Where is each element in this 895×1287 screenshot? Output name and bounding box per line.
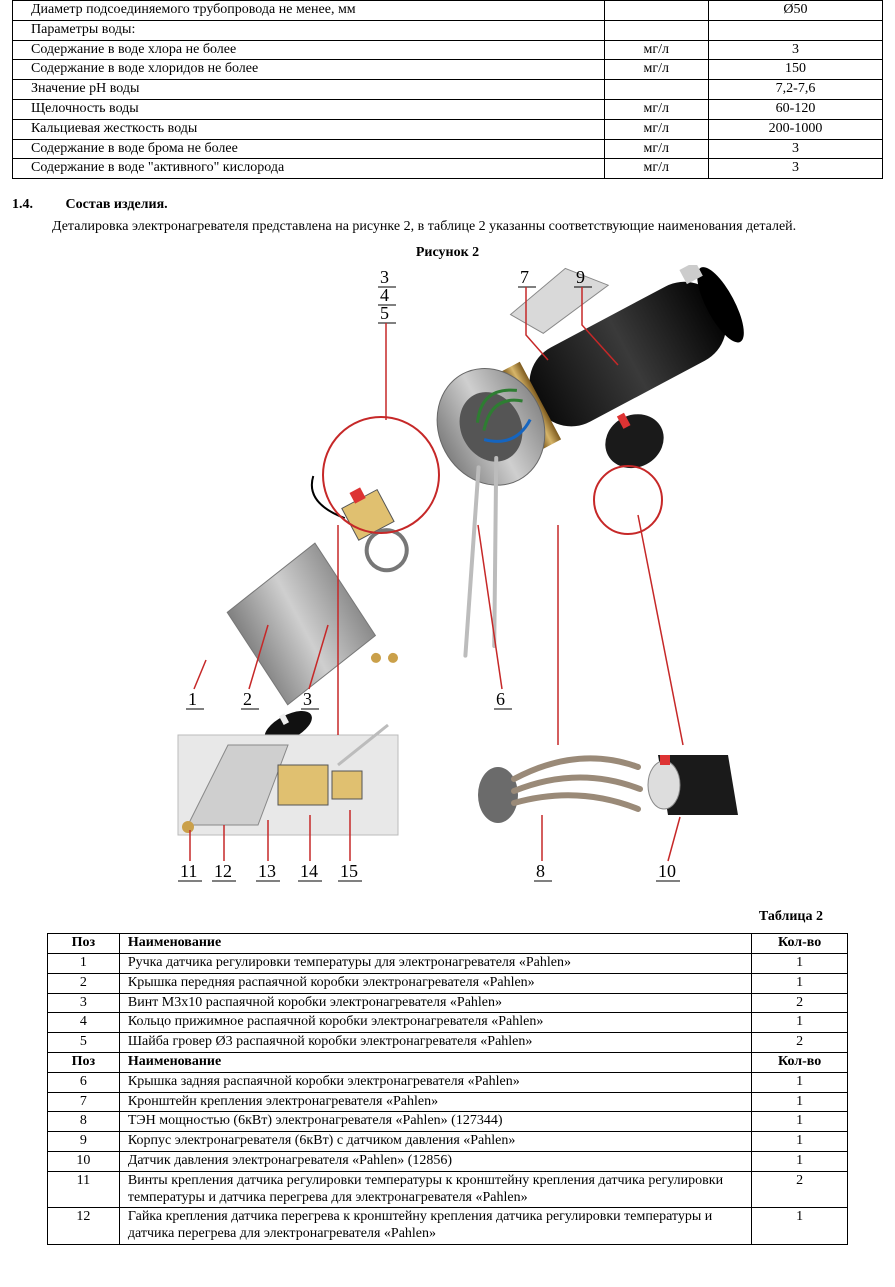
parameters-table-body: Диаметр подсоединяемого трубопровода не … bbox=[13, 1, 883, 179]
svg-text:4: 4 bbox=[380, 285, 389, 305]
table-row: Щелочность водымг/л60-120 bbox=[13, 99, 883, 119]
section-number: 1.4. bbox=[12, 197, 62, 213]
param-cell: Содержание в воде хлора не более bbox=[13, 40, 605, 60]
table-row: 9Корпус электронагревателя (6кВт) с датч… bbox=[47, 1132, 847, 1152]
table-row: Содержание в воде хлора не болеемг/л3 bbox=[13, 40, 883, 60]
table-row: 8ТЭН мощностью (6кВт) электронагревателя… bbox=[47, 1112, 847, 1132]
unit-cell: мг/л bbox=[604, 159, 708, 179]
parts-table-body-2: 6Крышка задняя распаячной коробки электр… bbox=[47, 1072, 847, 1244]
unit-cell: мг/л bbox=[604, 139, 708, 159]
header-qty: Кол-во bbox=[752, 934, 848, 954]
svg-text:2: 2 bbox=[243, 689, 252, 709]
table-row: Кальциевая жесткость водымг/л200-1000 bbox=[13, 119, 883, 139]
param-cell: Диаметр подсоединяемого трубопровода не … bbox=[13, 1, 605, 21]
figure-caption: Рисунок 2 bbox=[12, 245, 883, 261]
table-row: 2Крышка передняя распаячной коробки элек… bbox=[47, 973, 847, 993]
parts-table-body-1: 1Ручка датчика регулировки температуры д… bbox=[47, 953, 847, 1052]
header-name: Наименование bbox=[119, 934, 751, 954]
section-paragraph: Деталировка электронагревателя представл… bbox=[12, 219, 883, 235]
param-cell: Кальциевая жесткость воды bbox=[13, 119, 605, 139]
svg-text:9: 9 bbox=[576, 267, 585, 287]
svg-text:3: 3 bbox=[380, 267, 389, 287]
table-row: 3Винт М3х10 распаячной коробки электрона… bbox=[47, 993, 847, 1013]
parts-table-head: Поз Наименование Кол-во bbox=[47, 934, 847, 954]
svg-text:10: 10 bbox=[658, 861, 676, 881]
unit-cell: мг/л bbox=[604, 60, 708, 80]
param-cell: Содержание в воде брома не более bbox=[13, 139, 605, 159]
value-cell: 60-120 bbox=[708, 99, 882, 119]
param-cell: Параметры воды: bbox=[13, 20, 605, 40]
value-cell: 3 bbox=[708, 139, 882, 159]
svg-text:5: 5 bbox=[380, 303, 389, 323]
param-cell: Щелочность воды bbox=[13, 99, 605, 119]
value-cell: 3 bbox=[708, 40, 882, 60]
table-header-row: Поз Наименование Кол-во bbox=[47, 934, 847, 954]
value-cell: 200-1000 bbox=[708, 119, 882, 139]
header-pos: Поз bbox=[47, 934, 119, 954]
table-row: Содержание в воде хлоридов не болеемг/л1… bbox=[13, 60, 883, 80]
table-row: Содержание в воде брома не болеемг/л3 bbox=[13, 139, 883, 159]
svg-text:3: 3 bbox=[303, 689, 312, 709]
table-row: 10Датчик давления электронагревателя «Pa… bbox=[47, 1151, 847, 1171]
value-cell bbox=[708, 20, 882, 40]
table-header-row: Поз Наименование Кол-во bbox=[47, 1052, 847, 1072]
parts-table-head-repeat: Поз Наименование Кол-во bbox=[47, 1052, 847, 1072]
table-row: 5Шайба гровер Ø3 распаячной коробки элек… bbox=[47, 1033, 847, 1053]
section-heading: 1.4. Состав изделия. bbox=[12, 197, 883, 213]
table-row: Диаметр подсоединяемого трубопровода не … bbox=[13, 1, 883, 21]
table-row: 12Гайка крепления датчика перегрева к кр… bbox=[47, 1208, 847, 1245]
param-cell: Содержание в воде "активного" кислорода bbox=[13, 159, 605, 179]
table-row: 11Винты крепления датчика регулировки те… bbox=[47, 1171, 847, 1208]
svg-text:1: 1 bbox=[188, 689, 197, 709]
param-cell: Содержание в воде хлоридов не более bbox=[13, 60, 605, 80]
unit-cell bbox=[604, 20, 708, 40]
svg-text:12: 12 bbox=[214, 861, 232, 881]
table-row: Содержание в воде "активного" кислородам… bbox=[13, 159, 883, 179]
table-row: 6Крышка задняя распаячной коробки электр… bbox=[47, 1072, 847, 1092]
parameters-table: Диаметр подсоединяемого трубопровода не … bbox=[12, 0, 883, 179]
header-name: Наименование bbox=[119, 1052, 751, 1072]
unit-cell bbox=[604, 1, 708, 21]
header-pos: Поз bbox=[47, 1052, 119, 1072]
unit-cell: мг/л bbox=[604, 40, 708, 60]
table-row: 1Ручка датчика регулировки температуры д… bbox=[47, 953, 847, 973]
table-row: Параметры воды: bbox=[13, 20, 883, 40]
value-cell: 3 bbox=[708, 159, 882, 179]
header-qty: Кол-во bbox=[752, 1052, 848, 1072]
svg-text:6: 6 bbox=[496, 689, 505, 709]
svg-text:7: 7 bbox=[520, 267, 529, 287]
value-cell: Ø50 bbox=[708, 1, 882, 21]
svg-text:15: 15 bbox=[340, 861, 358, 881]
svg-text:8: 8 bbox=[536, 861, 545, 881]
svg-text:13: 13 bbox=[258, 861, 276, 881]
table-row: 7Кронштейн крепления электронагревателя … bbox=[47, 1092, 847, 1112]
svg-text:14: 14 bbox=[300, 861, 318, 881]
unit-cell: мг/л bbox=[604, 119, 708, 139]
table-row: 4Кольцо прижимное распаячной коробки эле… bbox=[47, 1013, 847, 1033]
value-cell: 7,2-7,6 bbox=[708, 80, 882, 100]
parts-table: Поз Наименование Кол-во 1Ручка датчика р… bbox=[47, 933, 848, 1245]
svg-text:11: 11 bbox=[180, 861, 197, 881]
table2-caption: Таблица 2 bbox=[12, 909, 823, 925]
param-cell: Значение pH воды bbox=[13, 80, 605, 100]
unit-cell bbox=[604, 80, 708, 100]
unit-cell: мг/л bbox=[604, 99, 708, 119]
value-cell: 150 bbox=[708, 60, 882, 80]
section-title: Состав изделия. bbox=[66, 197, 168, 212]
figure-wrap: 3 4 5 7 9 1 2 3 6 bbox=[12, 265, 883, 895]
exploded-view-figure: 3 4 5 7 9 1 2 3 6 bbox=[128, 265, 768, 895]
table-row: Значение pH воды 7,2-7,6 bbox=[13, 80, 883, 100]
